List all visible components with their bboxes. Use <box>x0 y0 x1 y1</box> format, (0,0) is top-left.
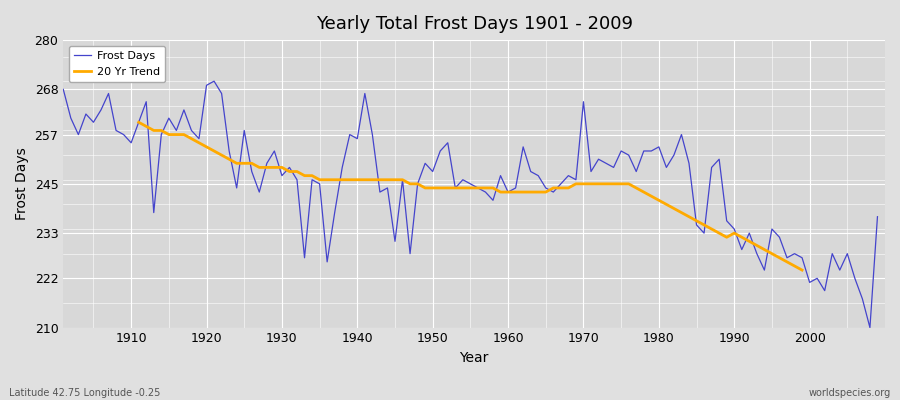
20 Yr Trend <box>269 165 280 170</box>
Frost Days <box>600 161 611 166</box>
20 Yr Trend <box>390 177 400 182</box>
Line: Frost Days: Frost Days <box>63 81 878 328</box>
Text: Latitude 42.75 Longitude -0.25: Latitude 42.75 Longitude -0.25 <box>9 388 160 398</box>
20 Yr Trend <box>201 144 212 149</box>
Frost Days <box>118 132 129 137</box>
Frost Days <box>865 325 876 330</box>
Y-axis label: Frost Days: Frost Days <box>15 148 29 220</box>
20 Yr Trend <box>216 153 227 158</box>
Line: 20 Yr Trend: 20 Yr Trend <box>139 122 802 270</box>
Frost Days <box>503 190 514 194</box>
Frost Days <box>337 165 347 170</box>
20 Yr Trend <box>721 235 732 240</box>
Title: Yearly Total Frost Days 1901 - 2009: Yearly Total Frost Days 1901 - 2009 <box>316 15 633 33</box>
Legend: Frost Days, 20 Yr Trend: Frost Days, 20 Yr Trend <box>68 46 166 82</box>
Text: worldspecies.org: worldspecies.org <box>809 388 891 398</box>
Frost Days <box>209 79 220 84</box>
20 Yr Trend <box>796 268 807 272</box>
Frost Days <box>510 186 521 190</box>
Frost Days <box>58 87 68 92</box>
20 Yr Trend <box>472 186 483 190</box>
Frost Days <box>872 214 883 219</box>
Frost Days <box>292 177 302 182</box>
20 Yr Trend <box>133 120 144 125</box>
X-axis label: Year: Year <box>460 351 489 365</box>
